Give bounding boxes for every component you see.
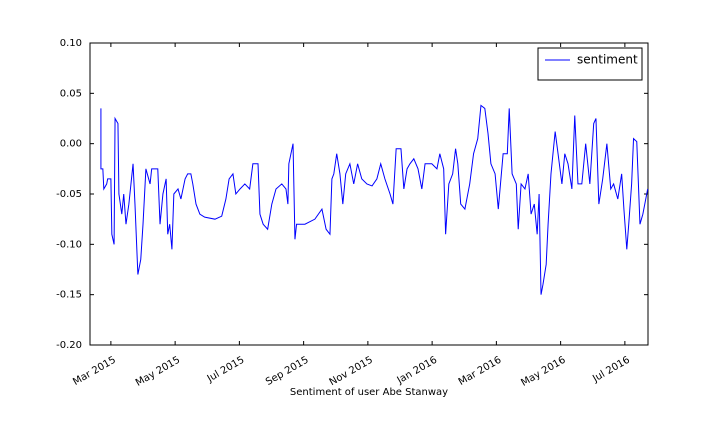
y-tick-label: -0.10: [56, 239, 82, 250]
x-tick-label: Nov 2015: [328, 355, 375, 389]
series-line: [100, 104, 649, 295]
x-tick-label: Jul 2016: [590, 355, 632, 385]
x-tick-label: Jan 2016: [395, 355, 440, 387]
legend-box: [537, 47, 643, 81]
y-tick-label: 0.00: [60, 139, 82, 150]
x-tick-label: May 2015: [134, 355, 182, 389]
x-tick-label: Sep 2015: [264, 355, 311, 388]
y-tick-label: 0.05: [60, 88, 82, 99]
x-tick-label: Mar 2015: [71, 355, 118, 388]
y-tick-label: -0.15: [56, 290, 82, 301]
x-tick-label: May 2016: [519, 355, 567, 389]
y-tick-label: -0.20: [56, 340, 82, 351]
y-tick-label: 0.10: [60, 38, 82, 49]
y-tick-label: -0.05: [56, 189, 82, 200]
x-tick-label: Jul 2015: [205, 355, 247, 385]
x-axis-label: Sentiment of user Abe Stanway: [290, 387, 448, 398]
legend-label: sentiment: [577, 53, 638, 67]
x-tick-label: Mar 2016: [457, 355, 504, 388]
